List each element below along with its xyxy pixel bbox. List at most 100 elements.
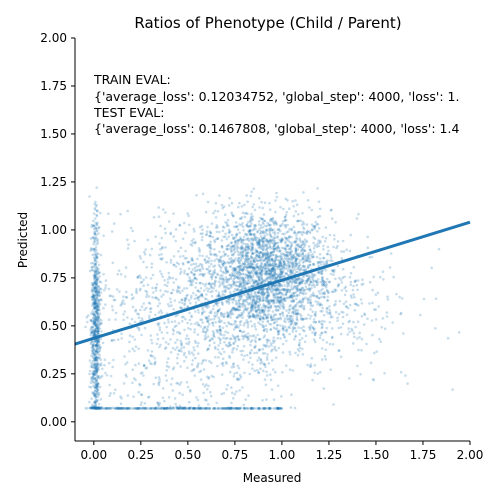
scatter-point xyxy=(256,309,260,312)
scatter-point xyxy=(264,383,268,387)
scatter-point xyxy=(288,309,291,312)
scatter-point xyxy=(280,298,283,302)
scatter-point xyxy=(259,358,263,362)
scatter-point xyxy=(265,328,269,331)
scatter-point xyxy=(457,331,461,334)
scatter-point xyxy=(293,241,297,244)
scatter-point xyxy=(294,259,298,263)
scatter-point xyxy=(313,327,316,331)
scatter-point xyxy=(187,299,191,302)
scatter-point xyxy=(310,314,313,318)
scatter-point xyxy=(205,287,208,290)
scatter-point xyxy=(291,291,295,295)
scatter-point xyxy=(294,321,298,325)
scatter-point xyxy=(233,243,236,247)
scatter-point xyxy=(166,278,170,281)
scatter-point xyxy=(210,253,213,256)
scatter-point xyxy=(306,277,310,281)
scatter-point xyxy=(244,245,248,249)
y-tick-label: 1.75 xyxy=(40,79,67,93)
scatter-point xyxy=(238,268,241,272)
scatter-point xyxy=(291,199,295,203)
scatter-point xyxy=(94,306,97,310)
scatter-point xyxy=(258,258,262,262)
scatter-point xyxy=(94,262,97,266)
scatter-point xyxy=(253,322,256,326)
scatter-point xyxy=(276,228,279,231)
scatter-point xyxy=(229,248,233,251)
scatter-point xyxy=(272,368,275,371)
scatter-point xyxy=(301,318,305,322)
scatter-point xyxy=(251,305,254,309)
scatter-point xyxy=(257,255,261,258)
scatter-point xyxy=(126,209,129,213)
scatter-point xyxy=(269,272,273,275)
scatter-point xyxy=(236,315,240,319)
scatter-point xyxy=(282,297,286,301)
scatter-point xyxy=(140,393,144,397)
scatter-point xyxy=(226,244,230,248)
scatter-point xyxy=(133,349,136,353)
scatter-point xyxy=(307,245,311,248)
scatter-point xyxy=(216,237,220,240)
scatter-point xyxy=(107,212,110,215)
scatter-point xyxy=(268,254,272,258)
scatter-point xyxy=(243,371,246,375)
scatter-point xyxy=(232,341,236,345)
scatter-point xyxy=(295,263,298,267)
scatter-point xyxy=(206,268,210,271)
scatter-point xyxy=(255,272,259,275)
scatter-point xyxy=(204,407,208,410)
scatter-point xyxy=(200,224,204,228)
scatter-point xyxy=(259,235,263,238)
scatter-point xyxy=(249,233,253,236)
scatter-point xyxy=(149,277,153,280)
scatter-point xyxy=(120,397,123,400)
scatter-point xyxy=(111,261,115,265)
scatter-point xyxy=(312,320,316,324)
scatter-point xyxy=(286,288,290,292)
scatter-point xyxy=(243,282,246,285)
scatter-point xyxy=(299,304,302,308)
scatter-point xyxy=(201,235,204,239)
scatter-point xyxy=(273,221,276,225)
scatter-point xyxy=(282,260,286,263)
scatter-point xyxy=(282,329,285,332)
scatter-point xyxy=(142,278,145,282)
scatter-point xyxy=(343,293,347,297)
scatter-point xyxy=(84,407,87,410)
scatter-point xyxy=(188,311,191,315)
scatter-point xyxy=(290,258,293,262)
scatter-point xyxy=(261,239,264,243)
scatter-point xyxy=(268,275,271,279)
scatter-point xyxy=(233,245,237,249)
scatter-point xyxy=(171,346,175,350)
scatter-point xyxy=(305,274,309,277)
scatter-point xyxy=(111,305,114,308)
scatter-point xyxy=(324,348,328,352)
scatter-point xyxy=(268,239,271,243)
scatter-point xyxy=(278,282,282,286)
scatter-point xyxy=(246,407,250,410)
scatter-point xyxy=(284,236,287,239)
scatter-point xyxy=(229,309,233,313)
scatter-point xyxy=(172,212,175,215)
scatter-point xyxy=(320,347,324,350)
scatter-point xyxy=(122,295,125,299)
scatter-point xyxy=(142,284,145,288)
scatter-point xyxy=(354,280,357,283)
scatter-point xyxy=(224,266,227,269)
scatter-point xyxy=(264,257,267,260)
scatter-point xyxy=(326,299,329,302)
scatter-point xyxy=(263,219,267,223)
scatter-point xyxy=(269,268,273,271)
scatter-point xyxy=(180,347,183,350)
scatter-point xyxy=(254,238,258,241)
scatter-point xyxy=(232,277,236,281)
scatter-point xyxy=(273,283,276,287)
scatter-point xyxy=(240,264,243,268)
scatter-point xyxy=(295,219,299,223)
scatter-point xyxy=(234,338,237,341)
scatter-point xyxy=(286,243,290,247)
scatter-point xyxy=(291,265,295,268)
